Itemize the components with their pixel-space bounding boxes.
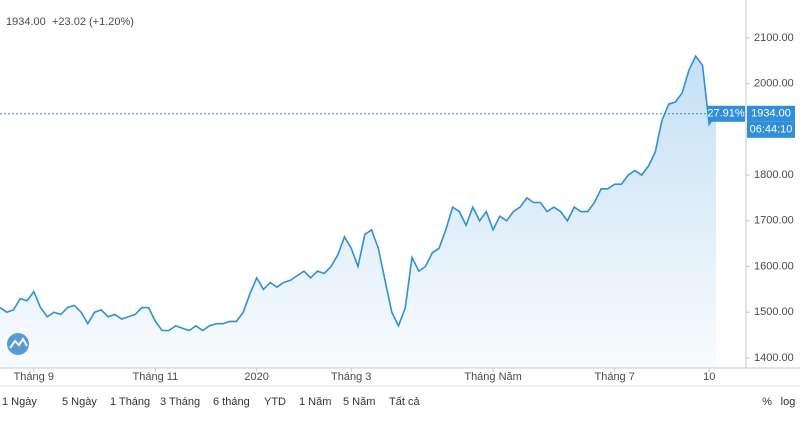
y-tick-label: 1600.00 xyxy=(754,260,794,272)
x-tick-label: 10 xyxy=(703,371,715,383)
range-button[interactable]: 3 Tháng xyxy=(160,396,200,408)
area-fill xyxy=(0,56,716,368)
header-price: 1934.00 xyxy=(6,16,46,28)
range-button[interactable]: 1 Tháng xyxy=(110,396,150,408)
x-tick-label: Tháng 7 xyxy=(594,371,634,383)
time-badge xyxy=(747,121,795,138)
y-tick-label: 1800.00 xyxy=(754,169,794,181)
range-button[interactable]: 1 Ngày xyxy=(2,396,37,408)
range-button[interactable]: 5 Ngày xyxy=(62,396,97,408)
price-badge xyxy=(747,105,795,122)
scale-toggle[interactable]: % xyxy=(762,396,772,408)
range-button[interactable]: Tất cả xyxy=(389,396,420,408)
y-tick-label: 2000.00 xyxy=(754,78,794,90)
y-tick-label: 1400.00 xyxy=(754,352,794,364)
range-button[interactable]: 6 tháng xyxy=(213,396,250,408)
y-tick-label: 1500.00 xyxy=(754,306,794,318)
y-tick-label: 1700.00 xyxy=(754,215,794,227)
percent-badge xyxy=(708,105,745,122)
header-change: +23.02 (+1.20%) xyxy=(52,16,134,28)
scale-toggle[interactable]: log xyxy=(781,396,796,408)
x-tick-label: Tháng 3 xyxy=(331,371,371,383)
range-button[interactable]: 1 Năm xyxy=(299,396,331,408)
x-tick-label: Tháng 11 xyxy=(133,371,179,383)
percent-label: 27.91% xyxy=(707,108,745,120)
x-tick-label: 2020 xyxy=(244,371,268,383)
price-line xyxy=(0,54,717,332)
time-label: 06:44:10 xyxy=(750,124,793,136)
price-label: 1934.00 xyxy=(751,108,791,120)
range-button[interactable]: 5 Năm xyxy=(343,396,375,408)
x-tick-label: Tháng Năm xyxy=(464,371,521,383)
x-tick-label: Tháng 9 xyxy=(14,371,54,383)
y-tick-label: 2100.00 xyxy=(754,32,794,44)
range-button[interactable]: YTD xyxy=(264,396,286,408)
